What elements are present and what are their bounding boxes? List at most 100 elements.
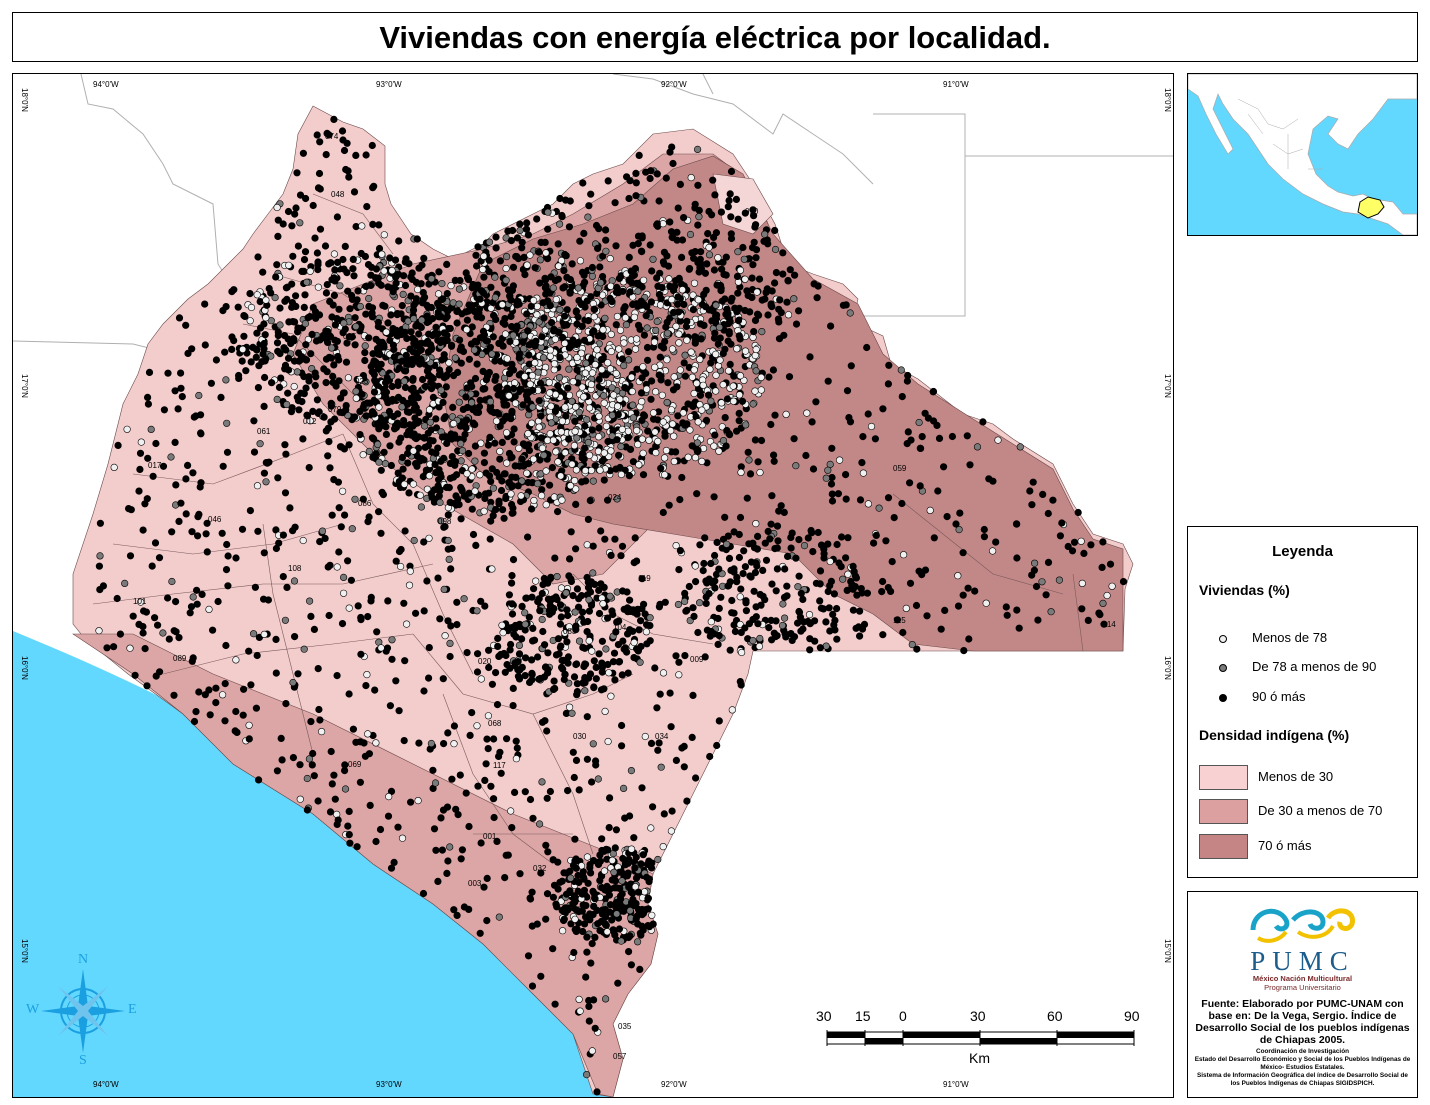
localidad-point xyxy=(578,890,586,898)
localidad-point xyxy=(344,374,353,382)
municipal-boundary xyxy=(892,493,1064,595)
localidad-point xyxy=(301,291,309,299)
localidad-point xyxy=(528,922,536,930)
localidad-point xyxy=(262,478,270,486)
localidad-point xyxy=(393,271,401,279)
localidad-point xyxy=(400,736,408,745)
localidad-point xyxy=(696,541,704,549)
localidad-point xyxy=(294,328,302,336)
localidad-point xyxy=(884,380,893,388)
localidad-point xyxy=(412,322,420,330)
localidad-point xyxy=(352,394,360,402)
localidad-point xyxy=(792,554,800,562)
localidad-point xyxy=(782,410,790,419)
localidad-point xyxy=(382,647,390,655)
compass-n: N xyxy=(78,952,89,967)
localidad-point xyxy=(529,585,538,593)
localidad-point xyxy=(321,242,330,250)
localidad-point xyxy=(390,353,398,361)
localidad-point xyxy=(847,577,855,586)
localidad-point xyxy=(680,359,688,367)
localidad-point xyxy=(558,417,567,425)
localidad-point xyxy=(246,290,254,298)
localidad-point xyxy=(331,415,339,423)
localidad-point xyxy=(562,412,570,420)
localidad-point xyxy=(598,457,606,465)
localidad-point xyxy=(625,194,633,203)
localidad-point xyxy=(519,401,527,409)
localidad-point xyxy=(436,498,444,507)
localidad-point xyxy=(286,504,294,512)
localidad-point xyxy=(453,598,461,606)
localidad-point xyxy=(655,603,664,611)
localidad-point xyxy=(262,314,270,322)
localidad-point xyxy=(624,356,633,364)
localidad-point xyxy=(824,377,832,385)
localidad-point xyxy=(725,196,733,205)
localidad-point xyxy=(973,443,982,451)
localidad-point xyxy=(503,735,511,743)
localidad-point xyxy=(522,225,531,233)
localidad-point xyxy=(723,395,732,403)
localidad-point xyxy=(203,548,211,556)
localidad-point xyxy=(188,528,196,536)
localidad-point xyxy=(602,645,610,653)
localidad-point xyxy=(741,275,749,283)
localidad-point xyxy=(807,526,815,535)
localidad-point xyxy=(537,972,545,980)
localidad-point xyxy=(290,382,298,391)
localidad-point xyxy=(694,181,702,189)
localidad-point xyxy=(756,634,764,643)
localidad-point xyxy=(446,652,454,661)
localidad-point xyxy=(893,616,902,624)
localidad-point xyxy=(589,996,598,1004)
localidad-point xyxy=(440,329,448,337)
localidad-point xyxy=(515,350,524,359)
localidad-point xyxy=(499,319,507,327)
localidad-point xyxy=(753,532,762,541)
localidad-point xyxy=(335,504,343,512)
localidad-point xyxy=(511,788,519,797)
localidad-point xyxy=(624,608,632,616)
localidad-point xyxy=(471,374,480,383)
localidad-point xyxy=(661,598,669,606)
localidad-point xyxy=(560,915,568,923)
localidad-point xyxy=(621,814,629,822)
localidad-point xyxy=(742,421,750,429)
localidad-point xyxy=(751,436,760,444)
localidad-point xyxy=(252,704,260,712)
localidad-point xyxy=(624,348,633,356)
localidad-point xyxy=(513,744,521,752)
localidad-point xyxy=(607,692,615,700)
localidad-point xyxy=(585,451,594,459)
localidad-point xyxy=(828,497,837,505)
localidad-point xyxy=(476,471,484,479)
localidad-point xyxy=(184,461,192,470)
localidad-point xyxy=(341,511,349,519)
localidad-point xyxy=(462,269,470,277)
localidad-point xyxy=(405,581,414,589)
localidad-point xyxy=(380,448,388,456)
main-map[interactable]: 074 048 050 025 023 061 012 079 017 046 086 108 101 0… xyxy=(12,73,1174,1098)
localidad-point xyxy=(463,470,471,478)
localidad-point xyxy=(356,302,365,311)
localidad-point xyxy=(419,375,427,384)
localidad-point xyxy=(730,565,738,573)
localidad-point xyxy=(302,194,310,203)
localidad-point xyxy=(492,373,500,381)
localidad-point xyxy=(1026,487,1034,495)
localidad-point xyxy=(655,371,663,379)
localidad-point xyxy=(693,145,702,153)
scale-unit: Km xyxy=(969,1050,990,1066)
localidad-point xyxy=(768,580,776,588)
localidad-point xyxy=(463,648,471,657)
localidad-point xyxy=(580,336,589,345)
legend-swatch-high-label: 70 ó más xyxy=(1258,838,1312,853)
localidad-point xyxy=(230,337,238,345)
localidad-point xyxy=(264,596,272,604)
localidad-point xyxy=(571,427,579,436)
localidad-point xyxy=(253,651,261,660)
localidad-point xyxy=(315,705,323,714)
localidad-point xyxy=(289,753,298,762)
localidad-point xyxy=(1106,560,1115,568)
